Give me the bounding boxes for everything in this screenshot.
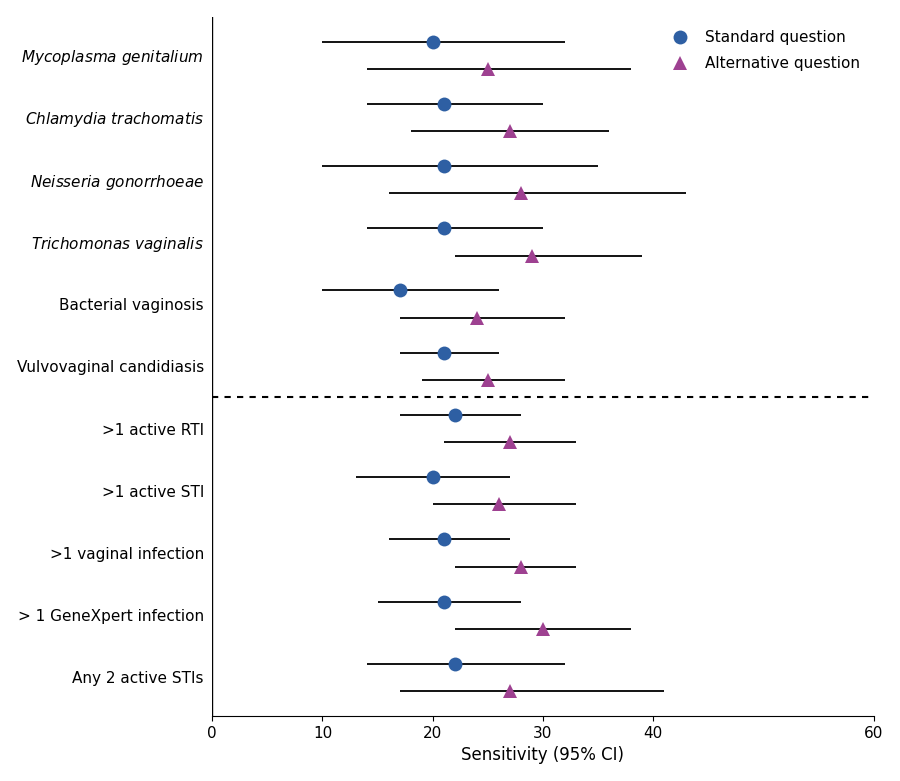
- Legend: Standard question, Alternative question: Standard question, Alternative question: [659, 24, 866, 77]
- X-axis label: Sensitivity (95% CI): Sensitivity (95% CI): [462, 747, 625, 765]
